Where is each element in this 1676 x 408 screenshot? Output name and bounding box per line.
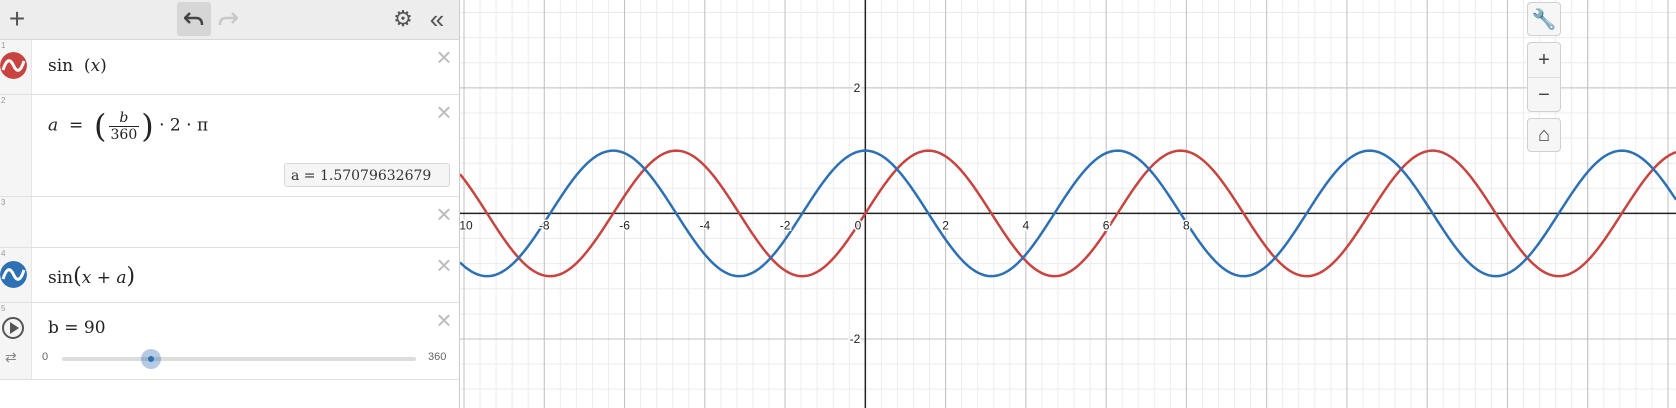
gear-icon: ⚙ xyxy=(393,6,413,31)
red-curve-icon[interactable] xyxy=(0,52,27,79)
expression-index: 1 xyxy=(1,41,6,50)
expression-index: 5 xyxy=(1,304,6,313)
double-chevron-left-icon: « xyxy=(429,3,445,34)
delete-expression-button[interactable]: × xyxy=(435,99,453,125)
equals-sign: = xyxy=(68,115,84,136)
left-paren: ( xyxy=(94,107,107,145)
expression-row-1[interactable]: 1 sin (x) × xyxy=(0,40,459,95)
expression-panel: + ⚙ « 1 sin (x) × 2 a = xyxy=(0,0,460,408)
expression-math[interactable]: sin (x) xyxy=(48,56,107,76)
slider-expression[interactable]: b = 90 xyxy=(48,318,106,338)
expression-math[interactable]: a = (b 360) · 2 · π xyxy=(48,107,208,145)
grid-minor xyxy=(460,0,1676,408)
expression-row-3[interactable]: 3 × xyxy=(0,197,459,248)
expression-tail: · 2 · π xyxy=(159,115,209,136)
expression-index: 3 xyxy=(1,198,6,207)
expression-math[interactable]: sin(x + a) xyxy=(48,264,136,289)
expression-gutter: 2 xyxy=(0,95,32,196)
collapse-panel-button[interactable]: « xyxy=(422,2,452,36)
minus-icon: − xyxy=(1538,83,1550,106)
close-icon: × xyxy=(436,305,452,335)
x-tick-label: 4 xyxy=(1023,218,1030,232)
x-tick-label: -4 xyxy=(699,218,710,232)
redo-button[interactable] xyxy=(213,2,243,36)
x-tick-label: -2 xyxy=(780,218,791,232)
expression-row-5[interactable]: 5 ⇄ b = 90 0 360 × xyxy=(0,303,459,380)
close-icon: × xyxy=(436,250,452,280)
close-icon: × xyxy=(436,42,452,72)
undo-icon xyxy=(184,12,204,26)
close-icon: × xyxy=(436,199,452,229)
func-arg: x xyxy=(90,56,101,76)
y-tick-label: 2 xyxy=(854,81,861,95)
blue-curve-icon[interactable] xyxy=(0,261,27,288)
zoom-controls: + − xyxy=(1527,42,1561,112)
slider-track[interactable] xyxy=(62,357,416,361)
expression-row-4[interactable]: 4 sin(x + a) × xyxy=(0,248,459,303)
x-tick-label: 6 xyxy=(1103,218,1110,232)
series-sin-x-plus-a xyxy=(460,149,1676,278)
x-tick-label: 0 xyxy=(855,218,862,232)
undo-button[interactable] xyxy=(177,2,211,36)
slider-max-label[interactable]: 360 xyxy=(428,351,447,363)
expression-gutter: 3 xyxy=(0,197,32,247)
delete-expression-button[interactable]: × xyxy=(435,44,453,70)
x-tick-label: -10 xyxy=(460,218,473,232)
home-icon: ⌂ xyxy=(1537,123,1551,146)
expression-gutter: 5 ⇄ xyxy=(0,303,32,379)
x-tick-label: 8 xyxy=(1183,218,1190,232)
func-name: sin xyxy=(48,268,74,288)
delete-expression-button[interactable]: × xyxy=(435,201,453,227)
fraction-denominator: 360 xyxy=(110,126,138,143)
x-tick-label: -6 xyxy=(619,218,630,232)
delete-expression-button[interactable]: × xyxy=(435,252,453,278)
x-tick-label: 2 xyxy=(942,218,949,232)
expression-row-2[interactable]: 2 a = (b 360) · 2 · π a = 1.57079632679 × xyxy=(0,95,459,197)
func-arg: x + a xyxy=(81,268,127,288)
redo-icon xyxy=(218,12,238,26)
wrench-icon: 🔧 xyxy=(1531,8,1557,31)
play-slider-button[interactable] xyxy=(2,317,24,339)
close-icon: × xyxy=(436,97,452,127)
expression-index: 4 xyxy=(1,249,6,258)
series-sin-x xyxy=(460,149,1676,278)
loop-icon[interactable]: ⇄ xyxy=(5,349,17,365)
expression-index: 2 xyxy=(1,96,6,105)
add-expression-button[interactable]: + xyxy=(2,2,32,36)
tick-labels: -10 -8 -6 -4 -2 0 2 4 6 8 2 -2 xyxy=(460,79,1192,347)
fraction: b 360 xyxy=(108,110,140,143)
graph-settings-button[interactable]: 🔧 xyxy=(1527,2,1561,36)
settings-button[interactable]: ⚙ xyxy=(388,2,418,36)
curves xyxy=(460,149,1676,278)
func-name: sin xyxy=(48,56,74,76)
graph-canvas[interactable]: -10 -8 -6 -4 -2 0 2 4 6 8 2 -2 xyxy=(460,0,1676,408)
slider-thumb[interactable] xyxy=(140,349,161,369)
delete-expression-button[interactable]: × xyxy=(435,307,453,333)
plus-icon: + xyxy=(8,3,26,34)
x-tick-label: -8 xyxy=(539,218,550,232)
default-viewport-button[interactable]: ⌂ xyxy=(1527,118,1561,152)
fraction-numerator: b xyxy=(108,110,140,127)
right-paren: ) xyxy=(141,107,154,145)
zoom-in-button[interactable]: + xyxy=(1528,43,1560,78)
slider-min-label[interactable]: 0 xyxy=(42,351,49,363)
zoom-out-button[interactable]: − xyxy=(1528,78,1560,112)
plus-icon: + xyxy=(1538,48,1550,71)
y-tick-label: -2 xyxy=(850,332,861,346)
grid-major xyxy=(460,0,1676,408)
expression-toolbar: + ⚙ « xyxy=(0,0,459,40)
lhs-variable: a xyxy=(48,115,59,136)
expression-gutter: 4 xyxy=(0,248,32,302)
axes xyxy=(460,0,1676,408)
expression-gutter: 1 xyxy=(0,40,32,94)
evaluation-result: a = 1.57079632679 xyxy=(284,163,450,187)
